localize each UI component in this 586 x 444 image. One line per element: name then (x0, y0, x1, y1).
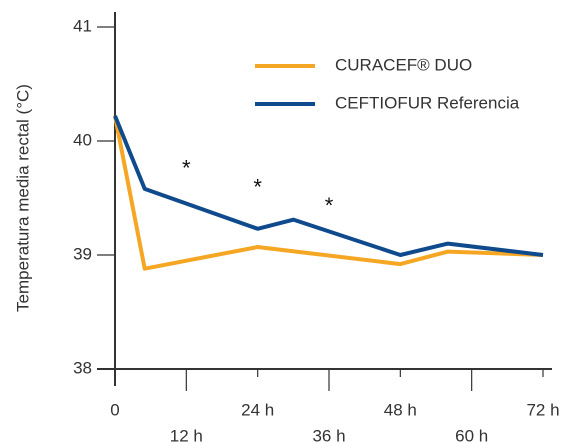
x-tick-label: 72 h (526, 400, 559, 419)
annotation: * (253, 175, 262, 200)
x-tick-label: 12 h (170, 426, 203, 444)
y-tick-label: 38 (73, 358, 92, 377)
legend-label: CEFTIOFUR Referencia (335, 93, 520, 112)
x-tick-label: 36 h (312, 426, 345, 444)
x-tick-label: 0 (110, 400, 119, 419)
series-line (113, 115, 544, 271)
x-tick-label: 60 h (455, 426, 488, 444)
x-tick-label: 24 h (241, 400, 274, 419)
x-tick-label: 48 h (384, 400, 417, 419)
series-line (113, 115, 544, 257)
y-tick-label: 40 (73, 130, 92, 149)
y-axis-label: Temperatura media rectal (°C) (13, 84, 32, 312)
y-tick-label: 41 (73, 16, 92, 35)
y-tick-label: 39 (73, 244, 92, 263)
annotation: * (325, 193, 334, 218)
legend-label: CURACEF® DUO (335, 55, 472, 74)
annotation: * (182, 155, 191, 180)
